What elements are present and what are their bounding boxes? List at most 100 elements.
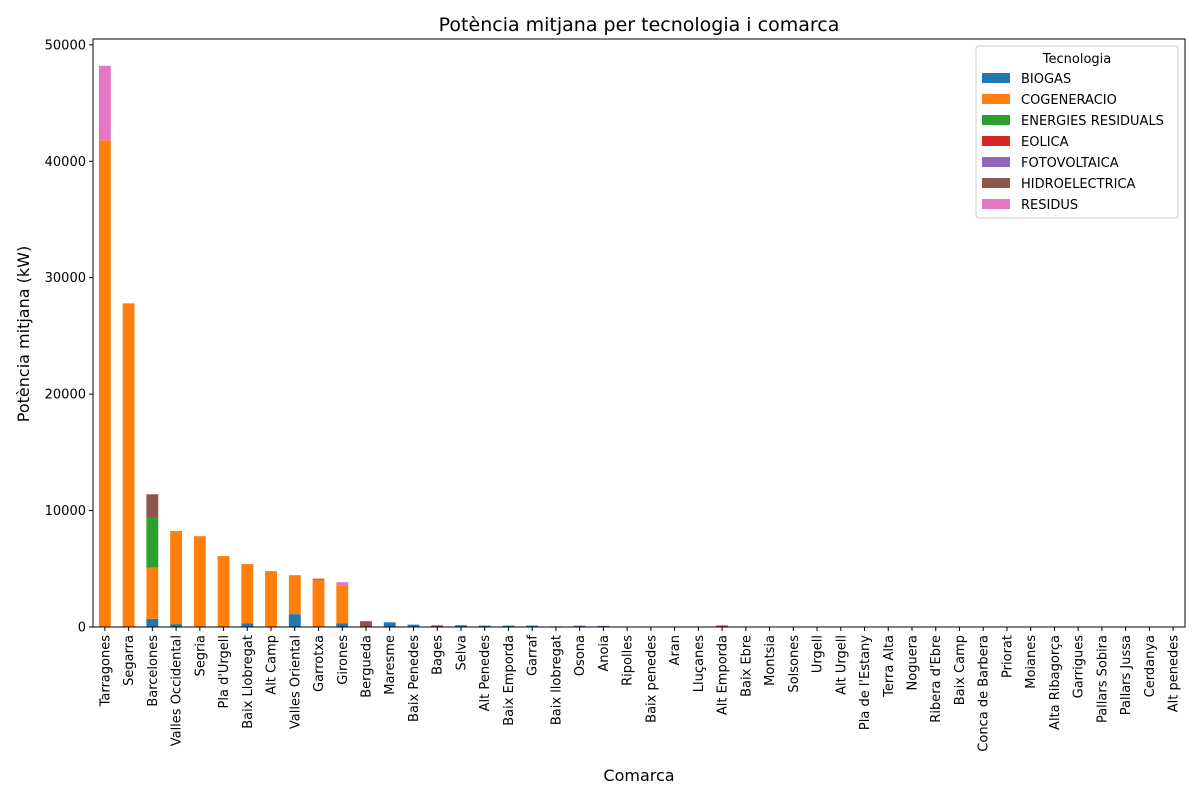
x-tick-label: Pallars Sobira (1095, 635, 1110, 723)
x-tick-label: Alt Urgell (834, 635, 849, 695)
x-tick-label: Montsia (763, 635, 778, 686)
legend-label: BIOGAS (1021, 72, 1071, 87)
bar-segment (98, 140, 111, 628)
x-tick-label: Pallars Jussa (1119, 635, 1134, 715)
axes-frame (92, 38, 1186, 628)
x-tick-label: Garraf (526, 635, 541, 676)
legend-label: RESIDUS (1021, 198, 1078, 213)
legend-swatch (982, 157, 1010, 167)
legend-title: Tecnologia (1042, 52, 1111, 67)
x-tick-label: Segarra (122, 635, 137, 686)
x-tick-label: Baix Ebre (739, 635, 754, 697)
x-tick-label: Segria (193, 635, 208, 676)
bars-group (98, 65, 1061, 628)
bar-segment (193, 536, 206, 627)
x-tick-label: Valles Occidental (170, 635, 185, 746)
x-tick-label: Baix llobregat (549, 635, 564, 725)
legend-label: ENERGIES RESIDUALS (1021, 114, 1164, 129)
y-tick-label: 40000 (45, 155, 86, 170)
bar-segment (241, 623, 254, 627)
bar-segment (336, 623, 349, 627)
legend-label: EOLICA (1021, 135, 1069, 150)
bar-segment (407, 624, 420, 627)
bar-segment (716, 625, 729, 627)
y-tick-label: 30000 (45, 271, 86, 286)
bar-segment (360, 621, 372, 627)
x-tick-label: Alta Ribagorça (1048, 635, 1063, 730)
x-axis: Tarragones Segarra Barcelones Valles Occide… (98, 627, 1182, 752)
x-tick-label: Alt Camp (265, 635, 280, 695)
legend-swatch (982, 178, 1010, 188)
x-tick-label: Priorat (1000, 635, 1015, 678)
x-tick-label: Solsones (787, 635, 802, 693)
bar-segment (502, 625, 515, 627)
bar-segment (455, 625, 467, 627)
x-tick-label: Pla d'Urgell (217, 635, 232, 708)
bar-segment (288, 575, 301, 615)
x-tick-label: Lluçanes (692, 635, 707, 692)
x-tick-label: Noguera (906, 635, 921, 690)
bar-segment (98, 65, 111, 141)
x-tick-label: Aran (668, 635, 683, 665)
bar-segment (526, 625, 539, 627)
bar-segment (146, 618, 159, 627)
x-tick-label: Barcelones (146, 635, 161, 707)
bar-segment (122, 303, 135, 627)
x-tick-label: Ripolles (621, 635, 636, 686)
bar-segment (336, 585, 349, 624)
x-tick-label: Alt Emporda (716, 635, 731, 715)
bar-segment (241, 564, 254, 624)
x-tick-label: Baix Penedes (407, 635, 422, 722)
legend: Tecnologia BIOGAS COGENERACIO ENERGIES RESI… (975, 45, 1179, 219)
legend-swatch (982, 199, 1010, 209)
x-tick-label: Valles Oriental (288, 635, 303, 729)
x-tick-label: Baix Camp (953, 635, 968, 705)
x-tick-label: Urgell (811, 635, 826, 673)
x-axis-title: Comarca (603, 766, 674, 785)
chart-title: Potència mitjana per tecnologia i comarc… (439, 14, 840, 36)
x-tick-label: Garrotxa (312, 635, 327, 692)
legend-box (975, 45, 1179, 219)
y-axis: 0 10000 20000 30000 40000 50000 (45, 38, 93, 636)
x-tick-label: Cerdanya (1143, 635, 1158, 697)
y-axis-title: Potència mitjana (kW) (14, 246, 33, 422)
legend-swatch (982, 73, 1010, 83)
bar-segment (217, 555, 230, 627)
legend-label: HIDROELECTRICA (1021, 177, 1136, 192)
bar-segment (336, 582, 349, 586)
x-tick-label: Alt penedes (1167, 635, 1182, 712)
y-tick-label: 10000 (45, 504, 86, 519)
x-tick-label: Moianes (1024, 635, 1039, 689)
x-tick-label: Terra Alta (882, 635, 897, 698)
bar-segment (312, 579, 325, 627)
legend-swatch (982, 115, 1010, 125)
x-tick-label: Bergueda (360, 635, 375, 698)
x-tick-label: Tarragones (98, 635, 113, 708)
bar-segment (146, 517, 159, 568)
x-tick-label: Osona (573, 635, 588, 676)
x-tick-label: Ribera d'Ebre (929, 635, 944, 723)
bar-segment (573, 625, 586, 627)
x-tick-label: Selva (454, 635, 469, 671)
bar-segment (478, 625, 491, 627)
x-tick-label: Baix Llobregat (241, 635, 256, 729)
bar-segment (146, 567, 159, 619)
bar-segment (170, 624, 183, 627)
legend-swatch (982, 136, 1010, 146)
bar-segment (288, 614, 301, 627)
x-tick-label: Maresme (383, 635, 398, 695)
legend-swatch (982, 94, 1010, 104)
bar-segment (716, 625, 729, 627)
x-tick-label: Baix penedes (644, 635, 659, 723)
bar-segment (312, 578, 325, 580)
legend-label: COGENERACIO (1021, 93, 1117, 108)
x-tick-label: Anoia (597, 635, 612, 672)
bar-segment (146, 494, 159, 518)
y-tick-label: 0 (78, 621, 86, 636)
x-tick-label: Bages (431, 635, 446, 675)
legend-label: FOTOVOLTAICA (1021, 156, 1119, 171)
bar-segment (170, 530, 183, 625)
x-tick-label: Garrigues (1072, 635, 1087, 699)
